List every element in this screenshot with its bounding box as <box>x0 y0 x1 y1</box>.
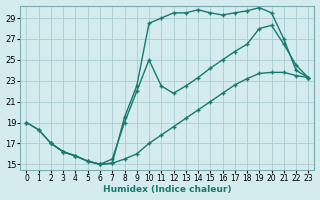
X-axis label: Humidex (Indice chaleur): Humidex (Indice chaleur) <box>103 185 232 194</box>
